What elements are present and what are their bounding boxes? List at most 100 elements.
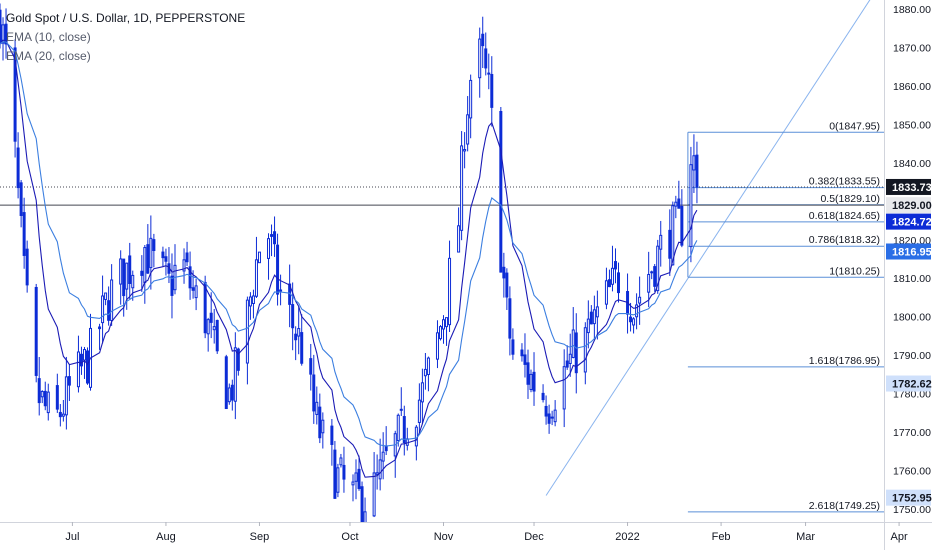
candle-body [520, 349, 524, 357]
candle-body [4, 23, 8, 45]
candle-body [423, 368, 427, 377]
candle-body [119, 258, 123, 285]
candle [426, 356, 430, 392]
candle [4, 8, 8, 59]
y-tick-label: 1790.00 [893, 350, 931, 362]
candle-body [46, 391, 50, 414]
candle [499, 106, 503, 273]
candle-body [399, 408, 403, 411]
candle [668, 209, 672, 276]
candle-body [267, 238, 271, 259]
candle-body [67, 376, 71, 386]
candle-body [122, 258, 126, 297]
candle [149, 215, 153, 290]
fib-label-2.618: 2.618(1749.25) [809, 500, 880, 512]
candle [104, 292, 108, 306]
candle-body [671, 205, 675, 266]
candle [300, 314, 304, 366]
candle-body [188, 266, 192, 289]
candle [101, 275, 105, 344]
candle-body [98, 326, 102, 330]
candle-body [550, 416, 554, 419]
candle [372, 452, 376, 518]
candle [40, 390, 44, 404]
candle [547, 404, 551, 434]
candle [502, 252, 506, 298]
candle [544, 395, 548, 425]
candle [1, 17, 5, 61]
candle-body [191, 287, 195, 291]
candle [435, 320, 439, 369]
candle [140, 255, 144, 292]
candle [170, 253, 174, 319]
candle [206, 317, 210, 352]
candle [270, 224, 274, 257]
candle-body [589, 311, 593, 325]
candle [85, 347, 89, 385]
price-label-text: 1829.00 [892, 200, 932, 212]
candle [342, 446, 346, 493]
candle [146, 224, 150, 274]
candle-body [342, 464, 346, 480]
candle [414, 425, 418, 461]
candle-body [357, 468, 361, 489]
candle-body [230, 384, 234, 401]
candle [650, 270, 654, 280]
candle [520, 343, 524, 362]
price-label-text: 1782.62 [892, 379, 932, 391]
candle-body [689, 164, 693, 248]
candle-body [656, 245, 660, 292]
candle [695, 141, 699, 204]
candle [224, 354, 228, 410]
candle-body [206, 319, 210, 335]
candle [34, 283, 38, 383]
candle-body [236, 348, 240, 371]
candle-body [40, 391, 44, 398]
candle [215, 319, 219, 354]
candle [321, 412, 325, 449]
candle-body [541, 392, 545, 401]
candle-body [502, 266, 506, 279]
candle-body [508, 298, 512, 339]
candle-body [107, 300, 111, 321]
candle-body [613, 261, 617, 270]
candle-body [544, 405, 548, 417]
price-label-bg [886, 489, 931, 506]
candle [592, 295, 596, 340]
y-tick-label: 1880.00 [893, 4, 931, 16]
candle [384, 426, 388, 456]
candle-body [553, 409, 557, 423]
price-label: 1816.95 [886, 243, 932, 260]
candle [267, 233, 271, 280]
candle [526, 349, 530, 399]
candle-body [680, 205, 684, 246]
candle-body [638, 296, 642, 304]
candle-body [194, 285, 198, 299]
x-tick-label: Sep [250, 531, 270, 543]
candle-body [297, 328, 301, 337]
fib-label-0: 0(1847.95) [829, 120, 880, 132]
candle [417, 383, 421, 435]
candle [19, 180, 23, 228]
candle-body [460, 145, 464, 231]
candle-body [58, 411, 62, 418]
candle [541, 384, 545, 403]
candle-body [248, 296, 252, 307]
candle-body [101, 295, 105, 324]
candle [481, 16, 485, 69]
candle [76, 335, 80, 393]
candle [227, 383, 231, 405]
candle [336, 463, 340, 498]
candle-body [279, 289, 283, 292]
candle-body [695, 154, 699, 188]
x-tick-label: Aug [156, 531, 176, 543]
candle-body [300, 332, 304, 364]
candle-body [426, 357, 430, 375]
candle-body [233, 347, 237, 402]
candle [616, 262, 620, 303]
price-label-text: 1833.73 [892, 182, 932, 194]
candle-body [565, 360, 569, 368]
candle-body [448, 257, 452, 326]
